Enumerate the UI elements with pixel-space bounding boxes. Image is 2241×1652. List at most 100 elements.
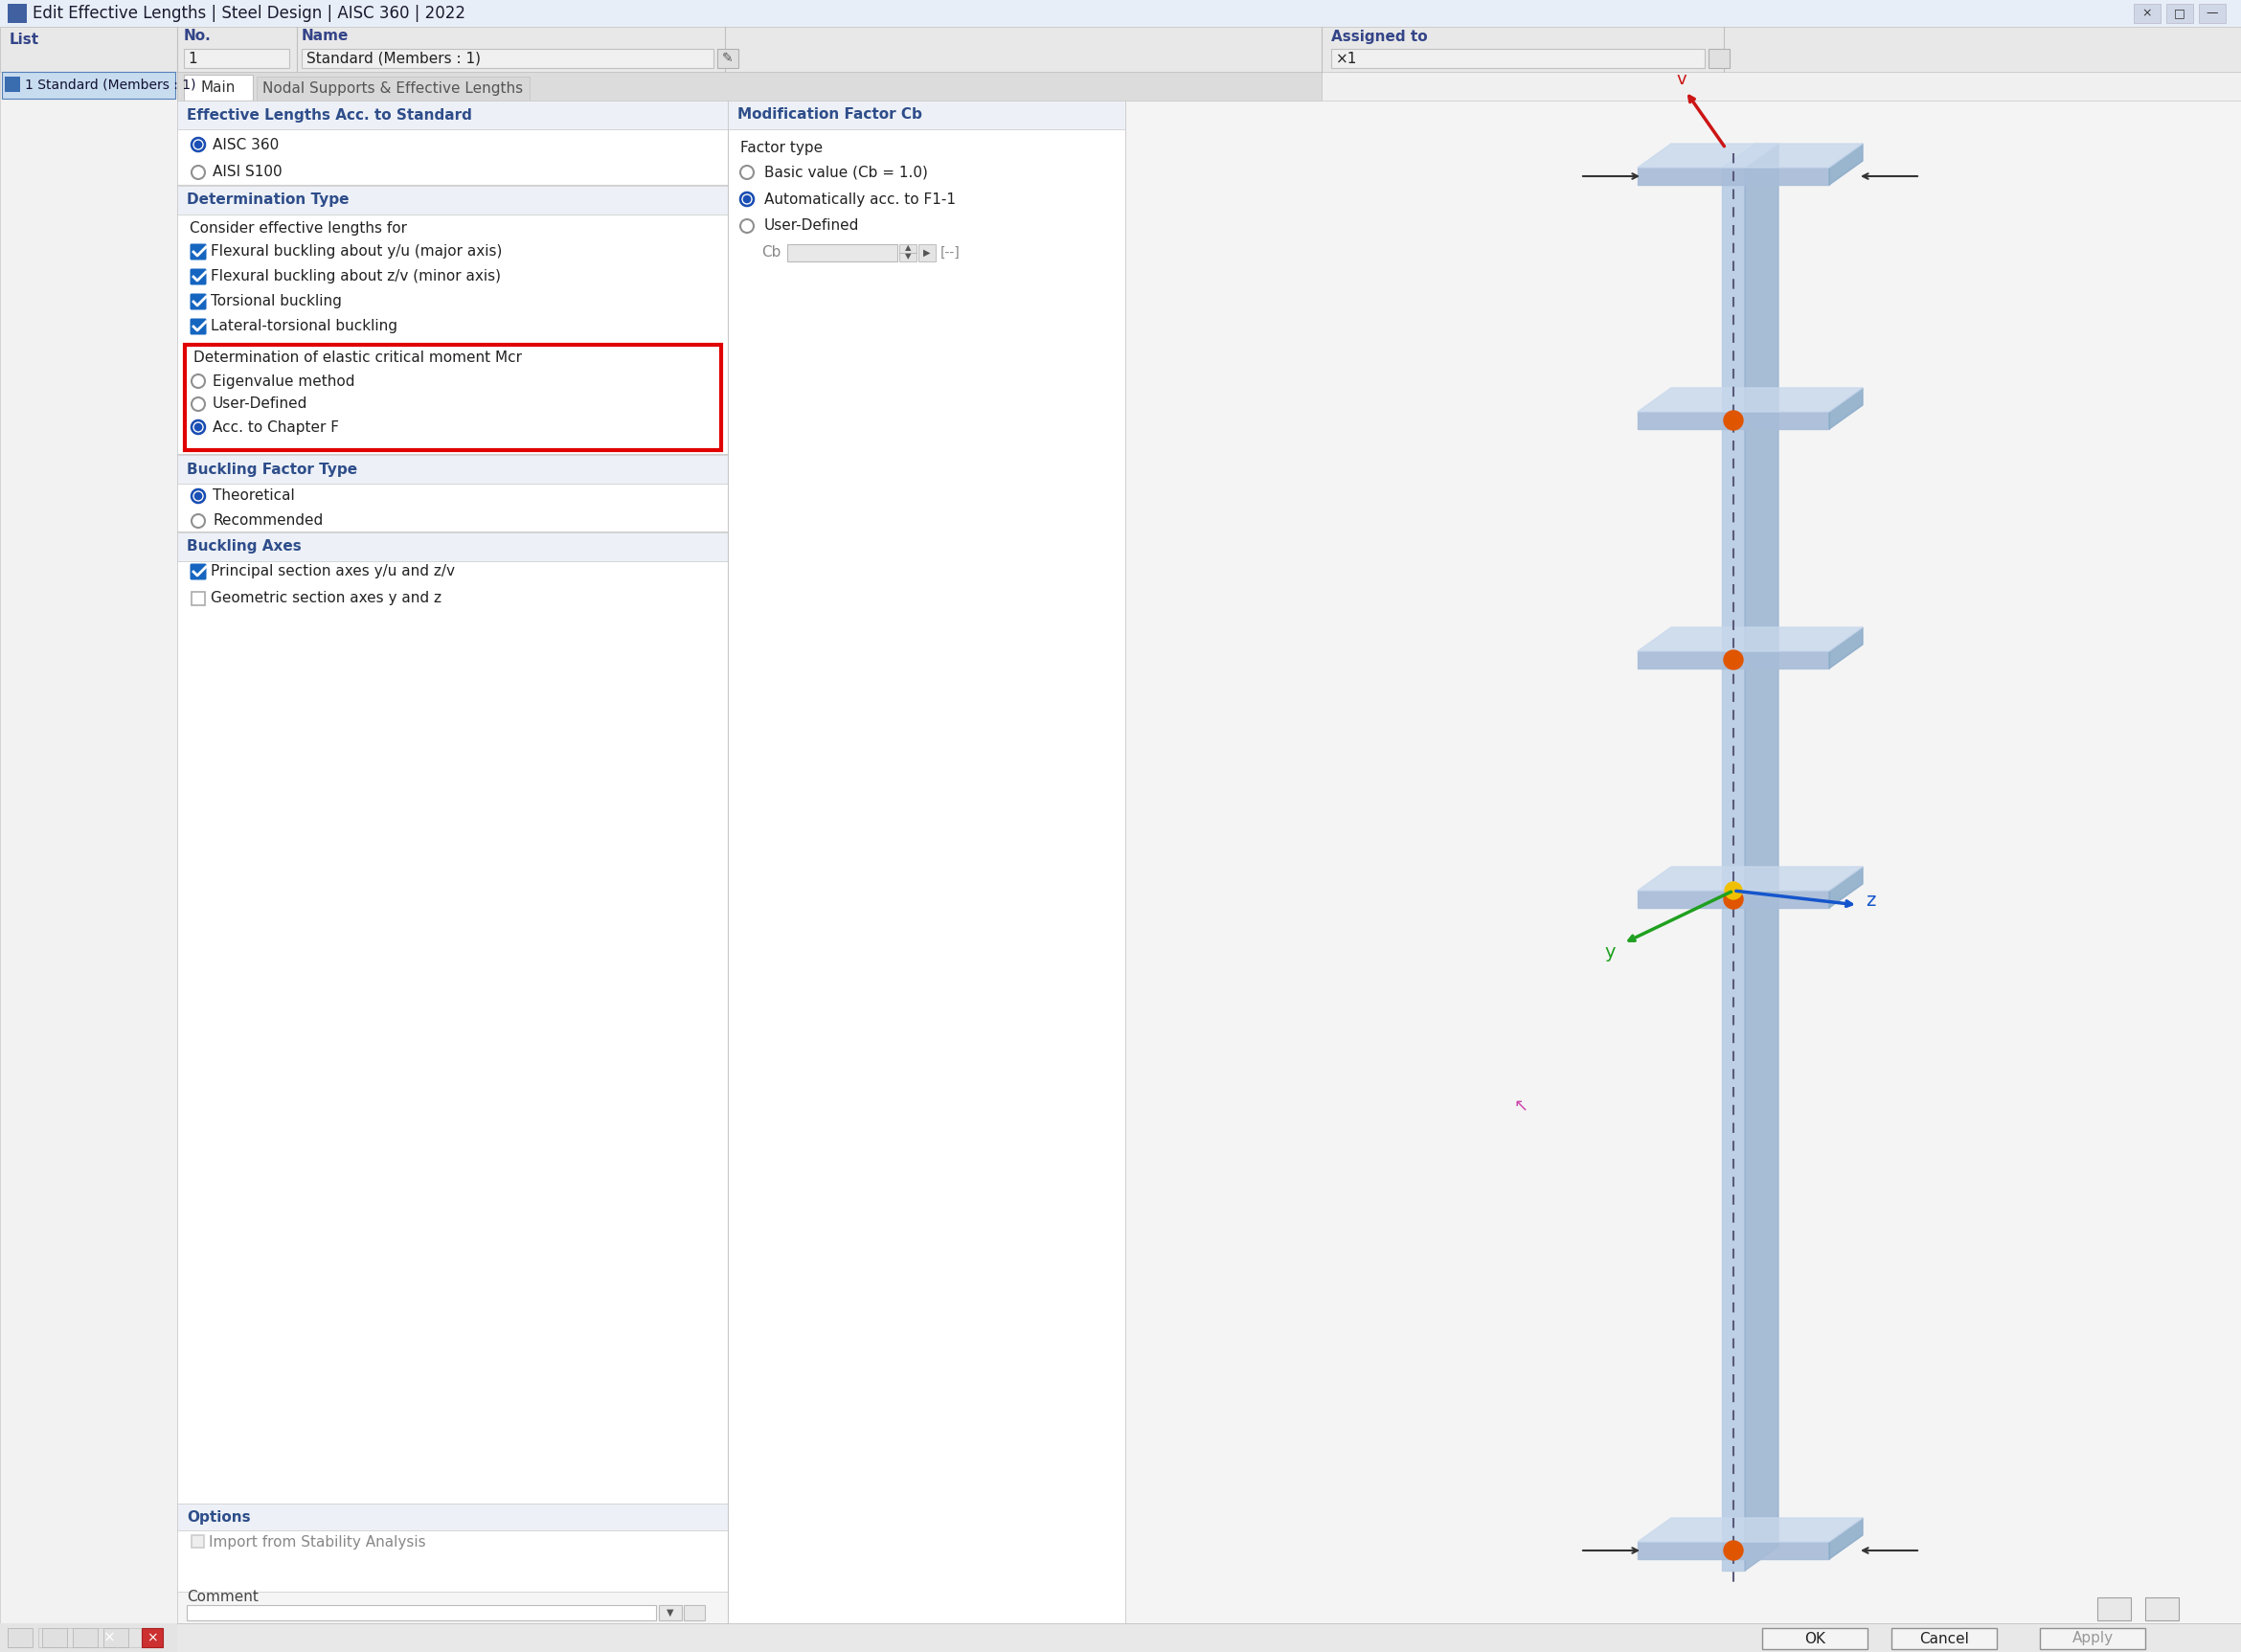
Text: Edit Effective Lengths | Steel Design | AISC 360 | 2022: Edit Effective Lengths | Steel Design | … [34,5,466,21]
Polygon shape [1746,144,1779,1571]
Bar [0,1624,177,1652]
Text: Nodal Supports & Effective Lengths: Nodal Supports & Effective Lengths [262,81,522,96]
Bar [728,101,1125,129]
Polygon shape [1638,867,1862,890]
Bar [2133,3,2160,23]
Text: Name: Name [303,30,350,43]
Text: OK: OK [1804,1632,1826,1645]
FancyBboxPatch shape [190,294,206,311]
Bar [190,591,204,605]
Bar [96,1629,121,1647]
Text: [--]: [--] [941,246,961,259]
Bar [0,1624,177,1652]
Bar [659,1606,681,1621]
Text: ×: × [146,1631,157,1644]
Polygon shape [1638,890,1829,909]
Text: AISC 360: AISC 360 [213,137,278,152]
Circle shape [1723,651,1743,669]
Bar [7,1629,34,1647]
Circle shape [1723,1541,1743,1559]
Bar [123,1629,148,1647]
Text: Apply: Apply [2073,1632,2113,1645]
Text: Flexural buckling about z/v (minor axis): Flexural buckling about z/v (minor axis) [211,269,502,284]
Text: Import from Stability Analysis: Import from Stability Analysis [208,1535,426,1550]
Text: Recommended: Recommended [213,514,323,529]
Text: ×1: ×1 [1336,51,1358,66]
Text: No.: No. [184,30,211,43]
Polygon shape [1638,144,1862,167]
Bar [69,1629,96,1647]
Circle shape [195,140,202,149]
Bar [177,532,728,562]
Text: Basic value (Cb = 1.0): Basic value (Cb = 1.0) [764,165,928,180]
Bar [7,1629,34,1647]
Bar [186,1606,657,1621]
Text: Torsional buckling: Torsional buckling [211,294,343,309]
Bar [919,244,937,261]
Circle shape [1726,882,1741,899]
Bar [1708,50,1730,68]
Bar [177,101,728,129]
Bar [7,3,27,23]
Bar [184,50,289,68]
Text: User-Defined: User-Defined [213,396,307,411]
Bar [184,345,722,449]
Bar [2198,3,2225,23]
Text: ▶: ▶ [923,248,930,258]
Bar [0,26,177,1652]
Bar [7,1629,31,1647]
Text: 1 Standard (Members : 1): 1 Standard (Members : 1) [25,79,195,93]
Bar [2145,1597,2178,1621]
Text: Main: Main [202,79,235,94]
Bar [69,1629,94,1647]
Bar [2167,3,2194,23]
Text: List: List [9,33,40,48]
Bar [0,1624,2241,1652]
Bar [4,76,20,93]
Bar [899,253,917,261]
Text: Factor type: Factor type [740,142,822,155]
Text: ▼: ▼ [905,253,912,261]
Text: Eigenvalue method: Eigenvalue method [213,373,354,388]
Text: Lateral-torsional buckling: Lateral-torsional buckling [211,319,397,334]
Bar [103,1629,128,1647]
Text: Acc. to Chapter F: Acc. to Chapter F [213,420,338,434]
Bar [38,1629,61,1647]
Polygon shape [1638,388,1862,411]
Text: User-Defined: User-Defined [764,218,858,233]
Text: y: y [1605,943,1616,961]
Text: ▼: ▼ [668,1607,675,1617]
Text: ▲: ▲ [905,244,912,253]
Bar [2039,1629,2145,1649]
Bar [177,454,728,484]
Polygon shape [1829,628,1862,669]
Bar [0,0,2241,26]
FancyBboxPatch shape [190,244,206,259]
Bar [0,1624,177,1652]
Polygon shape [1638,1518,1862,1541]
Text: Effective Lengths Acc. to Standard: Effective Lengths Acc. to Standard [186,107,473,122]
Bar [184,74,253,101]
Polygon shape [1638,628,1862,651]
Bar [92,1629,114,1647]
Text: Consider effective lengths for: Consider effective lengths for [190,221,408,235]
Bar [1891,1629,1997,1649]
Bar [177,71,1322,101]
FancyBboxPatch shape [190,319,206,335]
Bar [303,50,713,68]
Bar [72,1629,99,1647]
Bar [177,101,728,1624]
Text: Theoretical: Theoretical [213,489,296,504]
Bar [2098,1597,2131,1621]
Bar [684,1606,706,1621]
Bar [177,1591,728,1624]
Bar [65,1629,87,1647]
Text: Comment: Comment [186,1591,258,1604]
Circle shape [744,195,751,203]
Text: Determination Type: Determination Type [186,193,350,208]
Bar [43,1629,67,1647]
Text: Principal section axes y/u and z/v: Principal section axes y/u and z/v [211,565,455,578]
Text: Buckling Axes: Buckling Axes [186,540,303,553]
Text: Automatically acc. to F1-1: Automatically acc. to F1-1 [764,192,955,206]
Polygon shape [1829,1518,1862,1559]
